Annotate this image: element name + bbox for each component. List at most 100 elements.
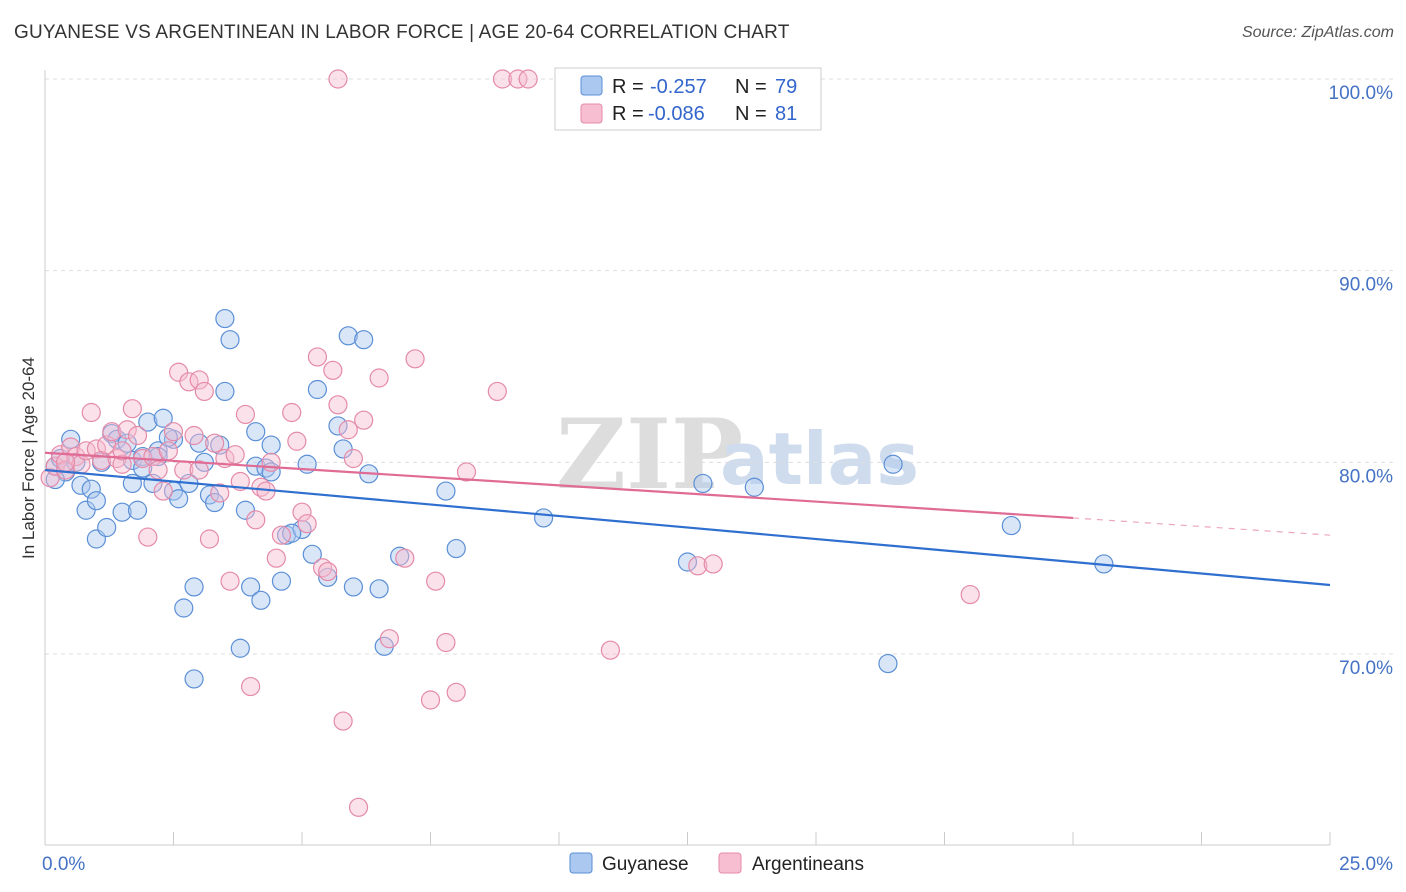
correlation-legend: R = -0.257 N = 79 R = -0.086 N = 81 <box>554 67 822 131</box>
x-tick-label-max: 25.0% <box>1339 854 1393 875</box>
data-point <box>369 579 389 599</box>
data-point <box>446 538 466 559</box>
data-point <box>343 448 363 469</box>
data-point <box>318 567 338 587</box>
y-tick-label: 80.0% <box>1339 466 1393 487</box>
tick-labels: 70.0% 80.0% 90.0% 100.0% 0.0% 25.0% <box>42 83 1393 875</box>
data-point <box>251 590 271 610</box>
data-point <box>456 462 477 482</box>
legend-n-value-1: 79 <box>775 76 797 98</box>
data-point <box>138 527 158 547</box>
data-point <box>379 629 399 649</box>
data-point <box>677 552 698 572</box>
data-point <box>508 69 528 89</box>
data-point <box>878 653 898 674</box>
data-point <box>127 425 148 446</box>
data-point <box>205 492 225 513</box>
data-point <box>246 422 266 442</box>
legend-n-label-1: N = <box>735 76 767 98</box>
data-point <box>215 308 235 329</box>
y-axis-label: In Labor Force | Age 20-64 <box>19 357 38 559</box>
data-point <box>163 422 184 442</box>
data-point <box>97 517 117 538</box>
data-point <box>354 410 374 430</box>
data-point <box>184 425 204 446</box>
data-point <box>148 460 168 480</box>
data-point <box>312 558 333 578</box>
data-point <box>271 525 292 545</box>
data-point <box>261 452 281 472</box>
data-point <box>241 676 261 697</box>
data-point <box>282 402 302 423</box>
data-point <box>235 404 256 425</box>
data-point <box>328 395 348 415</box>
data-point <box>297 514 317 534</box>
data-point <box>395 548 415 568</box>
legend-r-label-1: R = <box>612 76 644 98</box>
legend-n-label-2: N = <box>735 103 767 125</box>
legend-n-value-2: 81 <box>775 103 797 125</box>
y-tick-label: 100.0% <box>1329 83 1394 104</box>
data-point <box>117 420 137 440</box>
data-point <box>328 416 348 436</box>
data-point <box>446 682 466 702</box>
data-point <box>225 445 245 465</box>
data-point <box>318 561 338 582</box>
legend-r-value-1: -0.257 <box>650 76 707 98</box>
trendline-argentineans-extension <box>1072 517 1331 536</box>
data-point <box>251 477 271 497</box>
data-point <box>266 548 286 568</box>
data-point <box>122 399 142 419</box>
data-point <box>112 502 132 522</box>
data-point <box>369 368 389 388</box>
watermark-zip: ZIP <box>556 398 743 511</box>
data-point <box>76 500 96 520</box>
data-point <box>169 362 189 382</box>
trendlines <box>44 451 1331 587</box>
data-point <box>354 330 374 350</box>
axes <box>44 70 1331 846</box>
y-tick-label: 70.0% <box>1339 658 1393 679</box>
data-point <box>333 711 353 731</box>
data-point <box>138 412 158 432</box>
data-point <box>348 797 369 817</box>
data-point <box>307 379 328 400</box>
bottom-legend-swatch-argentineans <box>718 852 742 874</box>
data-point <box>199 529 220 549</box>
data-point <box>518 69 538 89</box>
data-point <box>292 519 312 540</box>
data-point <box>241 577 261 597</box>
data-point <box>271 571 292 591</box>
data-point <box>292 502 312 522</box>
data-point <box>703 554 723 574</box>
series-legend: Guyanese Argentineans <box>569 852 864 875</box>
data-point <box>600 640 621 660</box>
data-point <box>302 544 322 564</box>
data-point <box>71 475 91 495</box>
data-point <box>184 669 204 689</box>
data-point <box>261 435 281 455</box>
data-point <box>420 690 441 710</box>
data-point <box>405 349 425 369</box>
data-point <box>338 420 358 440</box>
data-point <box>744 477 764 497</box>
data-point <box>102 422 122 442</box>
data-point <box>688 556 708 576</box>
data-point <box>112 454 132 474</box>
data-point <box>215 381 235 402</box>
legend-swatch-guyanese <box>580 75 603 96</box>
data-point <box>189 460 209 480</box>
data-point <box>230 638 250 658</box>
data-point <box>86 491 107 511</box>
data-point <box>40 468 60 488</box>
data-point <box>436 481 456 501</box>
legend-r-value-2: -0.086 <box>648 103 705 125</box>
data-point <box>127 500 148 520</box>
bottom-legend-swatch-guyanese <box>569 852 593 874</box>
data-point <box>220 330 240 350</box>
legend-swatch-argentineans <box>580 103 603 124</box>
data-point <box>343 577 363 597</box>
legend-r-label-2: R = <box>612 103 644 125</box>
data-point <box>86 439 107 459</box>
bottom-legend-label-guyanese: Guyanese <box>602 854 689 875</box>
